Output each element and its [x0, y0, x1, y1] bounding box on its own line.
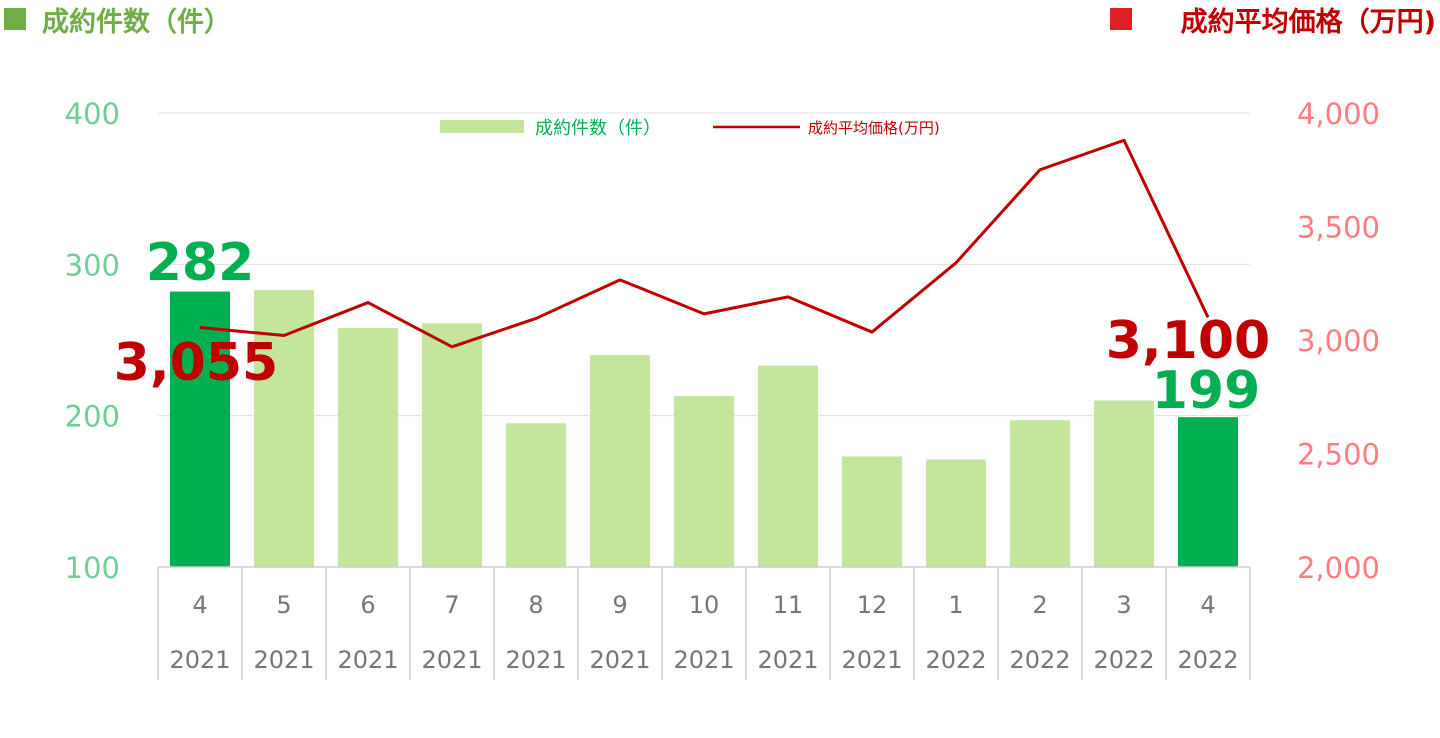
bar [590, 355, 650, 567]
x-tick-year: 2021 [505, 646, 566, 674]
legend-bar-swatch [440, 120, 524, 133]
header-right: 成約平均価格（万円) [1110, 6, 1436, 38]
y-axis-right: 2,000 2,500 3,000 3,500 4,000 [1297, 97, 1380, 585]
header-left: 成約件数（件） [4, 6, 231, 38]
x-tick-month: 12 [857, 591, 888, 619]
legend-bar-label: 成約件数（件） [535, 118, 661, 139]
x-tick-month: 9 [612, 591, 627, 619]
x-tick-month: 5 [276, 591, 291, 619]
x-tick-year: 2022 [925, 646, 986, 674]
x-tick-month: 4 [1200, 591, 1215, 619]
x-tick-year: 2021 [757, 646, 818, 674]
x-tick-year: 2021 [841, 646, 902, 674]
bar-label-first: 282 [146, 233, 255, 293]
x-tick-month: 8 [528, 591, 543, 619]
x-tick-month: 11 [773, 591, 804, 619]
y-right-tick-label: 3,500 [1297, 211, 1380, 245]
bar [1010, 420, 1070, 567]
line-label-last: 3,100 [1106, 311, 1270, 371]
x-axis-table: 4 2021 5 2021 6 2021 7 2021 8 2021 9 2021 10 2021 11 20… [157, 566, 1251, 680]
header-left-text: 成約件数（件） [42, 6, 231, 38]
y-right-tick-label: 3,000 [1297, 324, 1380, 358]
x-tick-month: 1 [948, 591, 963, 619]
legend: 成約件数（件） 成約平均価格(万円) [440, 118, 940, 139]
x-tick-year: 2022 [1009, 646, 1070, 674]
bar [674, 395, 734, 567]
bar [506, 423, 566, 567]
x-tick-month: 2 [1032, 591, 1047, 619]
line-label-first: 3,055 [114, 333, 278, 393]
bar-label-last: 199 [1152, 361, 1261, 421]
bar [254, 290, 314, 567]
x-tick-month: 7 [444, 591, 459, 619]
bar [1178, 417, 1238, 567]
x-tick-year: 2021 [673, 646, 734, 674]
y-left-tick-label: 200 [65, 400, 120, 434]
x-tick-month: 4 [192, 591, 207, 619]
price-line [199, 138, 1210, 349]
y-right-tick-label: 2,000 [1297, 551, 1380, 585]
bar [1094, 400, 1154, 567]
y-axis-left: 100 200 300 400 [65, 97, 120, 585]
x-tick-year: 2021 [169, 646, 230, 674]
header-right-square [1110, 8, 1132, 30]
y-right-tick-label: 4,000 [1297, 97, 1380, 131]
data-labels: 282 199 3,055 3,100 [114, 233, 1270, 421]
bar [758, 365, 818, 567]
bar [926, 459, 986, 567]
y-right-tick-label: 2,500 [1297, 438, 1380, 472]
x-tick-year: 2022 [1093, 646, 1154, 674]
bar [842, 456, 902, 567]
line-series [199, 138, 1210, 349]
x-tick-year: 2021 [589, 646, 650, 674]
bar [170, 291, 230, 567]
x-tick-month: 10 [689, 591, 720, 619]
bar [338, 327, 398, 567]
x-tick-year: 2021 [253, 646, 314, 674]
header-left-square [4, 8, 26, 30]
bar-series [170, 290, 1238, 567]
x-tick-year: 2021 [337, 646, 398, 674]
header-right-text: 成約平均価格（万円) [1181, 6, 1436, 38]
legend-line-label: 成約平均価格(万円) [808, 119, 940, 137]
y-left-tick-label: 100 [65, 551, 120, 585]
bar [422, 323, 482, 567]
x-tick-year: 2021 [421, 646, 482, 674]
x-tick-year: 2022 [1177, 646, 1238, 674]
gridlines [158, 112, 1250, 417]
y-left-tick-label: 400 [65, 97, 120, 131]
x-tick-month: 6 [360, 591, 375, 619]
y-left-tick-label: 300 [65, 248, 120, 282]
x-tick-month: 3 [1116, 591, 1131, 619]
